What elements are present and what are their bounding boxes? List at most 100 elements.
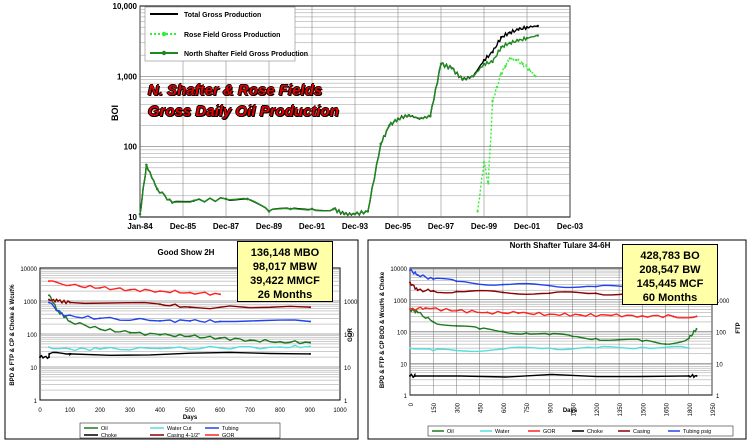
good-show-y-tick-label: 1: [34, 399, 38, 405]
tulare-data-point: [416, 274, 419, 276]
good-show-x-tick-label: 800: [275, 408, 286, 414]
summary-line: 208,547 BW: [639, 264, 701, 276]
summary-line: 98,017 MBW: [252, 261, 318, 273]
main-data-point: [482, 62, 486, 66]
good-show-data-point: [189, 306, 191, 309]
tulare-data-point: [455, 324, 458, 327]
main-data-point: [332, 207, 335, 211]
main-data-point: [476, 210, 479, 213]
main-series-line-1: [476, 55, 536, 212]
main-data-point: [491, 60, 494, 64]
good-show-data-point: [57, 300, 59, 302]
main-data-point: [500, 72, 503, 75]
tulare-data-point: [687, 347, 690, 350]
main-x-tick-label: Dec-91: [299, 222, 326, 231]
main-data-point: [534, 75, 537, 78]
good-show-data-point: [309, 352, 311, 355]
good-show-y-tick-label: 1000: [24, 300, 38, 306]
tulare-data-point: [501, 291, 504, 294]
summary-line: 26 Months: [257, 289, 313, 301]
tulare-x-tick-label: 1800: [688, 402, 694, 416]
good-show-data-point: [129, 288, 131, 291]
good-show-series-line-3: [48, 298, 311, 310]
tulare-data-point: [641, 340, 644, 343]
tulare-data-point: [594, 337, 597, 340]
good-show-y2-tick-label: 1000: [344, 300, 358, 306]
main-data-point: [527, 68, 531, 71]
main-legend-marker: [161, 50, 167, 56]
good-show-x-tick-label: 700: [245, 408, 256, 414]
main-data-point: [343, 212, 346, 216]
main-x-tick-label: Dec-03: [557, 222, 584, 231]
tulare-data-point: [501, 348, 504, 351]
good-show-x-tick-label: 400: [155, 408, 166, 414]
tulare-x-tick-label: 0: [409, 402, 415, 406]
tulare-data-point: [501, 283, 504, 286]
main-data-point: [521, 62, 524, 66]
tulare-data-point: [618, 338, 621, 341]
tulare-x-tick-label: 1650: [665, 402, 671, 416]
good-show-legend-label: Tubing: [222, 426, 239, 432]
tulare-title: North Shafter Tulare 34-6H: [510, 241, 611, 250]
good-show-x-tick-label: 300: [125, 408, 136, 414]
good-show-data-point: [48, 301, 50, 304]
good-show-data-point: [189, 291, 191, 294]
good-show-data-point: [189, 319, 191, 322]
good-show-data-point: [189, 335, 191, 338]
good-show-data-point: [159, 333, 161, 336]
good-show-title: Good Show 2H: [158, 248, 215, 257]
good-show-data-point: [48, 346, 50, 349]
good-show-data-point: [69, 301, 71, 304]
tulare-data-point: [517, 312, 520, 315]
main-data-point: [482, 161, 486, 164]
tulare-data-point: [501, 330, 504, 333]
tulare-series-line-1: [409, 345, 689, 353]
tulare-data-point: [455, 290, 458, 293]
tulare-data-point: [424, 307, 427, 309]
main-data-point: [517, 28, 520, 31]
main-legend-label: Total Gross Production: [184, 12, 261, 19]
main-data-point: [508, 57, 511, 60]
main-data-point: [536, 24, 539, 28]
good-show-frame: [4, 239, 359, 440]
good-show-legend-label: Oil: [101, 426, 108, 432]
tulare-x-tick-label: 1950: [711, 402, 717, 416]
main-data-point: [500, 45, 503, 49]
main-data-point: [407, 114, 410, 117]
good-show-data-point: [63, 315, 65, 317]
tulare-data-point: [548, 347, 551, 350]
tulare-data-point: [664, 343, 667, 346]
tulare-data-point: [432, 320, 435, 323]
main-data-point: [504, 64, 507, 68]
tulare-data-point: [409, 347, 411, 350]
good-show-x-tick-label: 600: [215, 408, 226, 414]
summary-line: 39,422 MMCF: [250, 275, 320, 287]
good-show-data-point: [219, 346, 221, 349]
good-show-data-point: [279, 346, 281, 349]
main-data-point: [508, 31, 511, 34]
tulare-data-point: [525, 332, 528, 334]
main-legend-label: Rose Field Gross Production: [184, 32, 280, 39]
main-data-point: [396, 117, 400, 120]
main-data-point: [310, 207, 314, 211]
main-data-point: [515, 58, 518, 62]
tulare-legend-label: Casing: [633, 429, 650, 435]
good-show-data-point: [249, 339, 251, 342]
good-show-data-point: [48, 280, 50, 283]
main-data-point: [138, 212, 142, 216]
tulare-x-tick-label: 150: [432, 402, 438, 413]
tulare-y-tick-label: 1000: [394, 299, 408, 305]
main-data-point: [224, 197, 228, 201]
tulare-data-point: [416, 311, 419, 314]
good-show-data-point: [99, 286, 101, 289]
good-show-summary-box: 136,148 MBO 98,017 MBW 39,422 MMCF 26 Mo…: [237, 241, 333, 302]
good-show-data-point: [129, 331, 131, 334]
good-show-y2-tick-label: 1: [344, 399, 348, 405]
main-data-point: [418, 117, 421, 120]
main-x-tick-label: Dec-93: [342, 222, 369, 231]
good-show-data-point: [69, 348, 71, 350]
main-data-point: [495, 86, 499, 89]
good-show-x-tick-label: 500: [185, 408, 196, 414]
good-show-y-tick-label: 10: [30, 366, 37, 372]
tulare-x-tick-label: 1050: [572, 402, 578, 416]
